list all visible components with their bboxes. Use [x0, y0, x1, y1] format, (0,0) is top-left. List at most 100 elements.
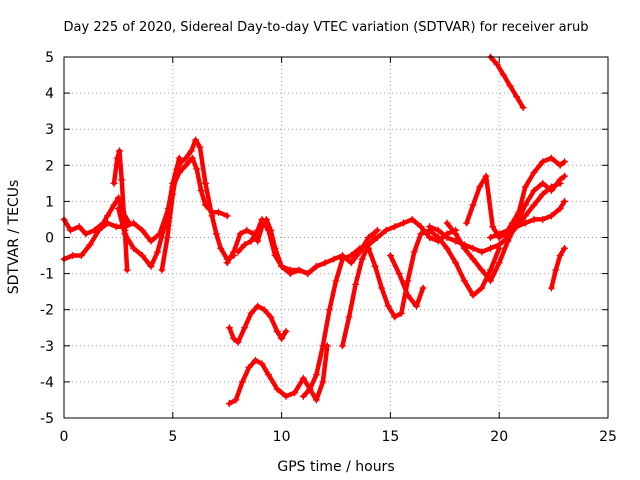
- data-point: [547, 154, 555, 162]
- data-point: [260, 306, 268, 314]
- data-point: [391, 313, 399, 321]
- data-point: [104, 219, 112, 227]
- data-point: [234, 338, 242, 346]
- data-point: [539, 215, 547, 223]
- data-point: [560, 197, 568, 205]
- series-track-9: [225, 302, 290, 346]
- data-point: [254, 226, 262, 234]
- data-point: [251, 356, 259, 364]
- data-point: [556, 176, 564, 184]
- data-point: [208, 208, 216, 216]
- x-tick-label: 20: [490, 429, 508, 445]
- data-point: [247, 309, 255, 317]
- data-point: [82, 230, 90, 238]
- data-point: [188, 154, 196, 162]
- data-point: [521, 183, 529, 191]
- data-point: [182, 154, 190, 162]
- series-track-13: [365, 226, 503, 321]
- series-line: [427, 181, 563, 255]
- data-point: [460, 277, 468, 285]
- data-point: [169, 183, 177, 191]
- data-point: [69, 252, 77, 260]
- data-point: [282, 327, 290, 335]
- data-point: [273, 327, 281, 335]
- plot-area: [60, 53, 568, 408]
- data-point: [452, 259, 460, 267]
- data-point: [556, 205, 564, 213]
- y-tick-label: 1: [45, 194, 54, 210]
- y-tick-label: -5: [40, 411, 54, 427]
- data-point: [417, 223, 425, 231]
- data-point: [330, 255, 338, 263]
- data-point: [319, 378, 327, 386]
- data-point: [201, 179, 209, 187]
- data-point: [513, 223, 521, 231]
- data-point: [495, 230, 503, 238]
- y-tick-label: 4: [45, 86, 54, 102]
- data-point: [67, 226, 75, 234]
- data-point: [552, 266, 560, 274]
- data-point: [258, 215, 266, 223]
- data-point: [138, 252, 146, 260]
- data-point: [530, 215, 538, 223]
- data-point: [469, 201, 477, 209]
- y-tick-label: -3: [40, 339, 54, 355]
- data-point: [121, 230, 129, 238]
- data-point: [500, 71, 508, 79]
- y-axis-label: SDTVAR / TECUs: [6, 180, 22, 295]
- data-point: [130, 219, 138, 227]
- data-point: [147, 237, 155, 245]
- data-point: [95, 226, 103, 234]
- series-track-6: [169, 154, 231, 220]
- data-point: [196, 143, 204, 151]
- data-point: [175, 169, 183, 177]
- data-point: [345, 313, 353, 321]
- y-tick-label: -2: [40, 303, 54, 319]
- data-point: [321, 259, 329, 267]
- data-point: [486, 244, 494, 252]
- data-point: [304, 270, 312, 278]
- data-point: [312, 262, 320, 270]
- data-point: [495, 259, 503, 267]
- data-point: [236, 230, 244, 238]
- data-point: [115, 147, 123, 155]
- data-point: [504, 226, 512, 234]
- x-tick-label: 5: [168, 429, 177, 445]
- data-point: [332, 277, 340, 285]
- data-point: [291, 389, 299, 397]
- data-point: [478, 248, 486, 256]
- data-point: [77, 252, 85, 260]
- data-point: [113, 154, 121, 162]
- data-point: [247, 237, 255, 245]
- y-tick-label: 0: [45, 231, 54, 247]
- series-line: [549, 246, 567, 291]
- data-point: [130, 244, 138, 252]
- series-track-20: [547, 244, 568, 292]
- data-point: [243, 226, 251, 234]
- data-point: [365, 244, 373, 252]
- data-point: [434, 234, 442, 241]
- data-point: [173, 165, 181, 173]
- data-point: [443, 219, 451, 227]
- data-point: [460, 244, 468, 252]
- data-point: [539, 190, 547, 198]
- data-point: [560, 172, 568, 180]
- data-point: [399, 219, 407, 227]
- series-track-10: [225, 342, 331, 408]
- data-point: [404, 291, 412, 299]
- data-point: [169, 190, 177, 198]
- data-point: [112, 223, 120, 231]
- data-point: [410, 248, 418, 256]
- series-line: [235, 217, 380, 276]
- data-point: [408, 215, 416, 223]
- data-point: [530, 169, 538, 177]
- data-point: [123, 266, 131, 274]
- series-track-16: [443, 172, 568, 285]
- data-point: [521, 219, 529, 227]
- series-line: [366, 228, 502, 320]
- data-point: [378, 284, 386, 292]
- data-point: [560, 158, 568, 166]
- data-point: [319, 342, 327, 350]
- data-point: [371, 234, 379, 241]
- data-point: [397, 309, 405, 317]
